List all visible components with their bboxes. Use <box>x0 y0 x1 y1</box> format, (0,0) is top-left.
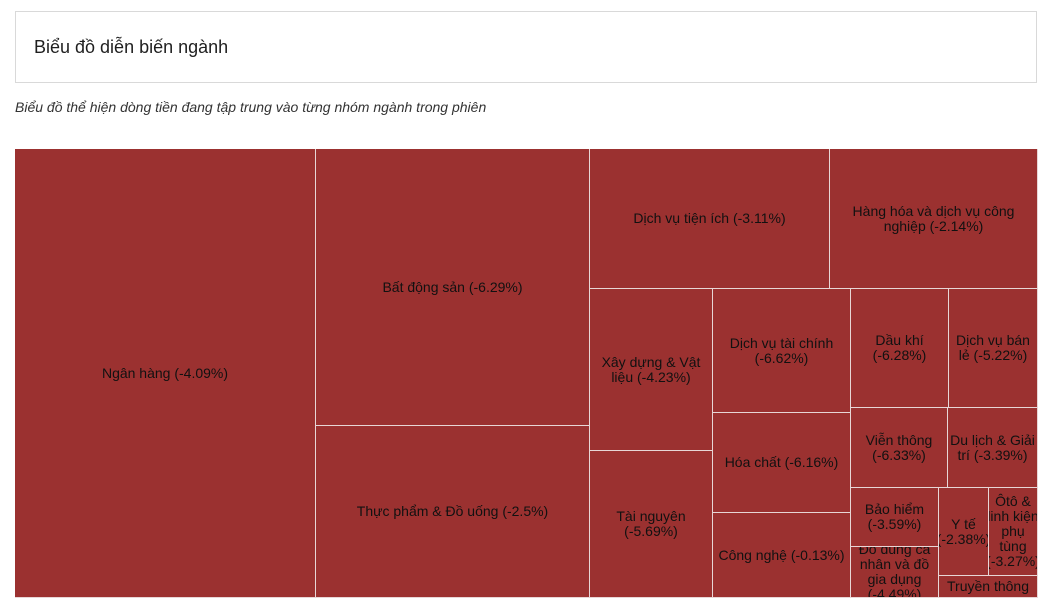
treemap-tile[interactable]: Tài nguyên (-5.69%) <box>590 451 713 598</box>
treemap-tile-label: Viễn thông (-6.33%) <box>865 431 933 463</box>
treemap-tile[interactable]: Ôtô & linh kiện phụ tùng (-3.27%) <box>989 488 1038 576</box>
treemap-tile-label: Hàng hóa và dịch vụ công nghiệp (-2.14%) <box>852 202 1015 234</box>
page-title: Biểu đồ diễn biến ngành <box>34 37 229 57</box>
treemap-tile-label: Bảo hiểm (-3.59%) <box>864 501 925 532</box>
treemap-tile-label: Dịch vụ tài chính (-6.62%) <box>729 334 834 366</box>
treemap-tile[interactable]: Công nghệ (-0.13%) <box>713 513 851 598</box>
treemap-tile-label: Tài nguyên (-5.69%) <box>616 508 686 539</box>
treemap-tile-label: Thực phẩm & Đồ uống (-2.5%) <box>356 503 549 519</box>
treemap-tile-label: Y tế (-2.38%) <box>939 515 989 547</box>
treemap-tile[interactable]: Viễn thông (-6.33%) <box>851 408 948 488</box>
treemap-tile[interactable]: Dầu khí (-6.28%) <box>851 289 949 408</box>
treemap-tile[interactable]: Bảo hiểm (-3.59%) <box>851 488 939 547</box>
treemap-tile-label: Dịch vụ bán lẻ (-5.22%) <box>956 332 1030 363</box>
treemap-tile-label: Xây dựng & Vật liệu (-4.23%) <box>601 353 701 385</box>
treemap-tile[interactable]: Truyền thông <box>939 576 1038 598</box>
treemap-tile[interactable]: Xây dựng & Vật liệu (-4.23%) <box>590 289 713 451</box>
treemap-tile[interactable]: Du lịch & Giải trí (-3.39%) <box>948 408 1038 488</box>
treemap-tile-label: Công nghệ (-0.13%) <box>718 546 845 563</box>
treemap-tile-label: Dịch vụ tiện ích (-3.11%) <box>633 210 786 226</box>
treemap-tile-label: Dầu khí (-6.28%) <box>872 332 927 363</box>
treemap-tile[interactable]: Hàng hóa và dịch vụ công nghiệp (-2.14%) <box>830 149 1038 289</box>
treemap-tile[interactable]: Dịch vụ tiện ích (-3.11%) <box>590 149 830 289</box>
treemap-tile-label: Bất động sản (-6.29%) <box>382 278 523 295</box>
treemap-tile[interactable]: Bất động sản (-6.29%) <box>316 149 590 426</box>
treemap-tile[interactable]: Dịch vụ tài chính (-6.62%) <box>713 289 851 413</box>
treemap-tile-label: Truyền thông <box>947 578 1029 594</box>
treemap-tile-label: Ngân hàng (-4.09%) <box>101 364 229 381</box>
treemap-tile-label: Đồ dùng cá nhân và đồ gia dụng (-4.49%) <box>858 547 931 598</box>
treemap-tile[interactable]: Ngân hàng (-4.09%) <box>15 149 316 598</box>
chart-description: Biểu đồ thể hiện dòng tiền đang tập trun… <box>15 99 487 115</box>
treemap-tile[interactable]: Y tế (-2.38%) <box>939 488 989 576</box>
treemap-tile-label: Ôtô & linh kiện phụ tùng (-3.27%) <box>989 493 1038 569</box>
treemap-tile[interactable]: Đồ dùng cá nhân và đồ gia dụng (-4.49%) <box>851 547 939 598</box>
treemap-tile-label: Hóa chất (-6.16%) <box>724 454 839 470</box>
treemap-tile[interactable]: Thực phẩm & Đồ uống (-2.5%) <box>316 426 590 598</box>
treemap-tile[interactable]: Hóa chất (-6.16%) <box>713 413 851 513</box>
treemap-tile[interactable]: Dịch vụ bán lẻ (-5.22%) <box>949 289 1038 408</box>
chart-header-panel: Biểu đồ diễn biến ngành <box>15 11 1037 83</box>
treemap-tile-label: Du lịch & Giải trí (-3.39%) <box>950 431 1035 463</box>
industry-treemap: Ngân hàng (-4.09%) Bất động sản (-6.29%) T… <box>15 149 1038 598</box>
